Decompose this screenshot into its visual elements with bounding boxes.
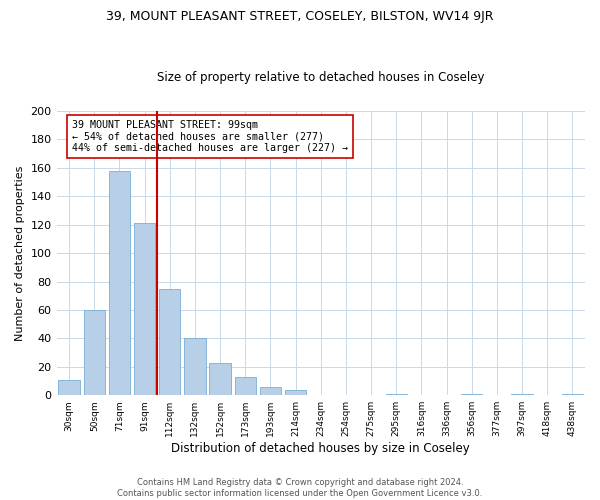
Bar — [562, 394, 583, 395]
Bar — [260, 386, 281, 395]
Bar — [159, 288, 181, 395]
Bar — [235, 376, 256, 395]
Bar — [285, 390, 307, 395]
Text: 39 MOUNT PLEASANT STREET: 99sqm
← 54% of detached houses are smaller (277)
44% o: 39 MOUNT PLEASANT STREET: 99sqm ← 54% of… — [73, 120, 349, 153]
Y-axis label: Number of detached properties: Number of detached properties — [15, 166, 25, 341]
Bar — [58, 380, 80, 395]
Bar — [184, 338, 206, 395]
Bar — [386, 394, 407, 395]
Bar — [83, 310, 105, 395]
Text: 39, MOUNT PLEASANT STREET, COSELEY, BILSTON, WV14 9JR: 39, MOUNT PLEASANT STREET, COSELEY, BILS… — [106, 10, 494, 23]
Bar — [109, 170, 130, 395]
X-axis label: Distribution of detached houses by size in Coseley: Distribution of detached houses by size … — [172, 442, 470, 455]
Bar — [134, 224, 155, 395]
Bar — [461, 394, 482, 395]
Bar — [209, 362, 231, 395]
Title: Size of property relative to detached houses in Coseley: Size of property relative to detached ho… — [157, 70, 485, 84]
Bar — [511, 394, 533, 395]
Text: Contains HM Land Registry data © Crown copyright and database right 2024.
Contai: Contains HM Land Registry data © Crown c… — [118, 478, 482, 498]
